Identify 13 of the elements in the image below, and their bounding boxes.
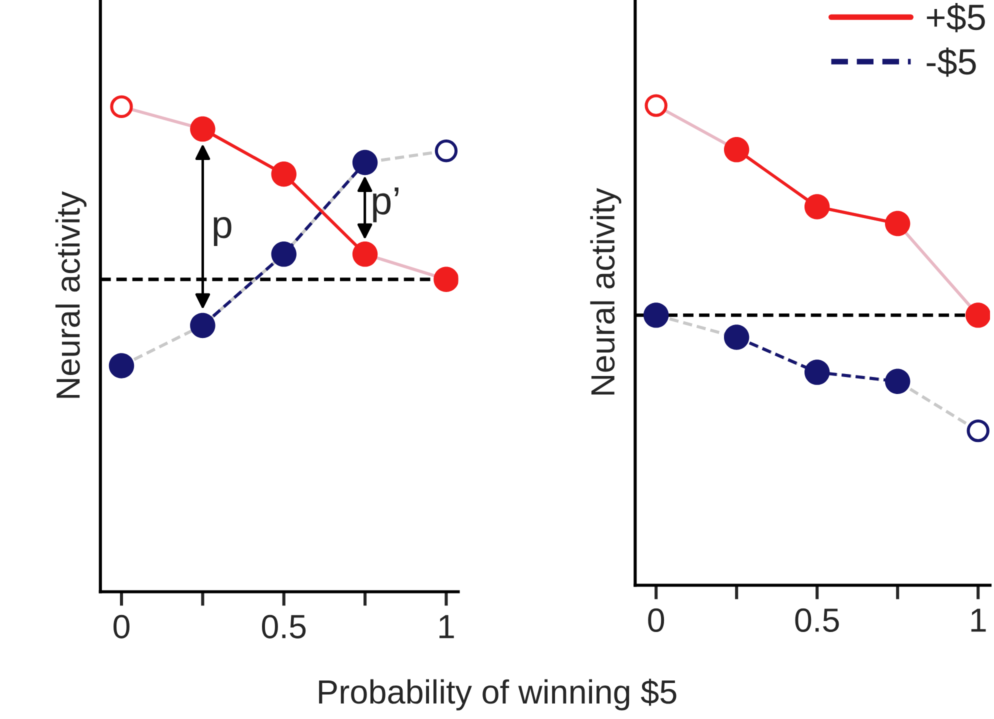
x-tick-label: 1 [971, 608, 986, 632]
x-tick-label: 1 [439, 615, 454, 638]
x-axis-title: Probability of winning $5 [319, 678, 676, 710]
legend-label: -$5 [926, 48, 976, 77]
annotation: p [214, 216, 232, 246]
x-tick-label: 0.5 [795, 608, 839, 632]
x-tick-label: 0.5 [262, 614, 306, 638]
x-tick-label: 0 [114, 614, 130, 638]
y-axis-title: Neural activity [590, 188, 622, 395]
x-tick-label: 0 [648, 608, 664, 632]
legend-label: +$5 [926, 3, 985, 32]
y-axis-title: Neural activity [55, 191, 87, 398]
annotation: p’ [373, 187, 398, 222]
